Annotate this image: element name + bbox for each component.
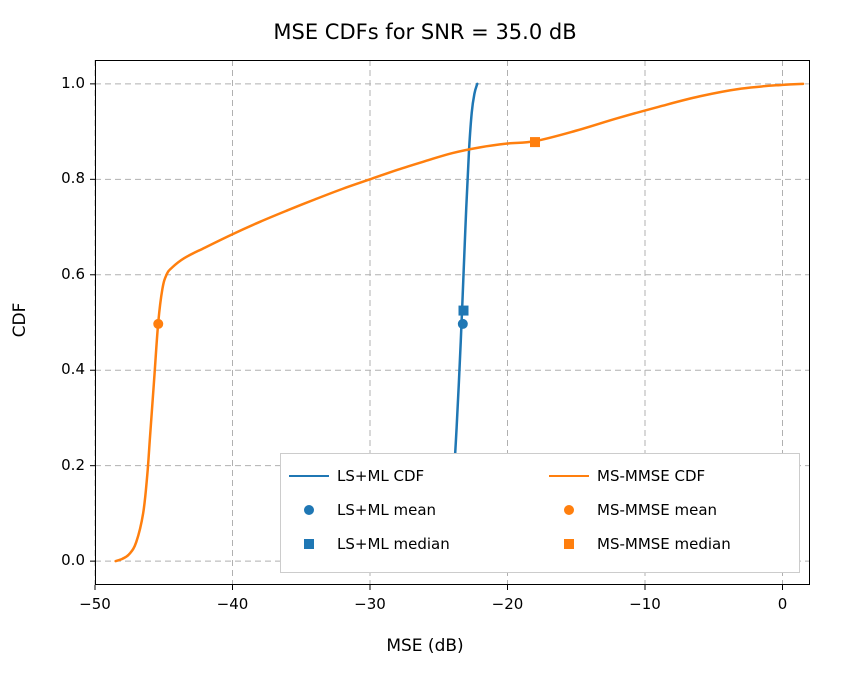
legend-entry: LS+ML mean — [289, 496, 531, 524]
legend-entry: MS-MMSE mean — [549, 496, 791, 524]
legend-line-swatch — [549, 467, 589, 485]
y-tick-label: 1.0 — [35, 74, 85, 92]
x-tick-label: 0 — [753, 595, 813, 613]
legend: LS+ML CDF LS+ML mean LS+ML median MS-MMSE C… — [280, 453, 800, 573]
y-tick-label: 0.8 — [35, 169, 85, 187]
legend-label: LS+ML mean — [337, 501, 436, 519]
legend-marker-swatch — [289, 535, 329, 553]
y-axis-label: CDF — [10, 303, 30, 338]
legend-marker-swatch — [289, 501, 329, 519]
legend-entry: MS-MMSE median — [549, 530, 791, 558]
y-tick-label: 0.4 — [35, 360, 85, 378]
legend-label: MS-MMSE CDF — [597, 467, 705, 485]
x-tick-label: −50 — [65, 595, 125, 613]
x-axis-label: MSE (dB) — [0, 636, 850, 656]
legend-label: LS+ML median — [337, 535, 450, 553]
y-tick-label: 0.2 — [35, 456, 85, 474]
legend-entry: LS+ML CDF — [289, 462, 531, 490]
legend-label: MS-MMSE mean — [597, 501, 717, 519]
legend-line-swatch — [289, 467, 329, 485]
x-tick-label: −40 — [203, 595, 263, 613]
y-tick-label: 0.0 — [35, 551, 85, 569]
y-tick-label: 0.6 — [35, 265, 85, 283]
x-tick-label: −20 — [478, 595, 538, 613]
marker-ls_ml_median — [459, 306, 469, 316]
chart-title: MSE CDFs for SNR = 35.0 dB — [0, 20, 850, 44]
x-tick-label: −30 — [340, 595, 400, 613]
legend-entry: MS-MMSE CDF — [549, 462, 791, 490]
marker-ms_mmse_median — [530, 137, 540, 147]
legend-label: MS-MMSE median — [597, 535, 731, 553]
legend-label: LS+ML CDF — [337, 467, 424, 485]
chart-container: MSE CDFs for SNR = 35.0 dB MSE (dB) CDF … — [0, 0, 850, 678]
x-tick-label: −10 — [615, 595, 675, 613]
legend-entry: LS+ML median — [289, 530, 531, 558]
marker-ms_mmse_mean — [153, 319, 163, 329]
legend-marker-swatch — [549, 501, 589, 519]
legend-marker-swatch — [549, 535, 589, 553]
marker-ls_ml_mean — [458, 319, 468, 329]
